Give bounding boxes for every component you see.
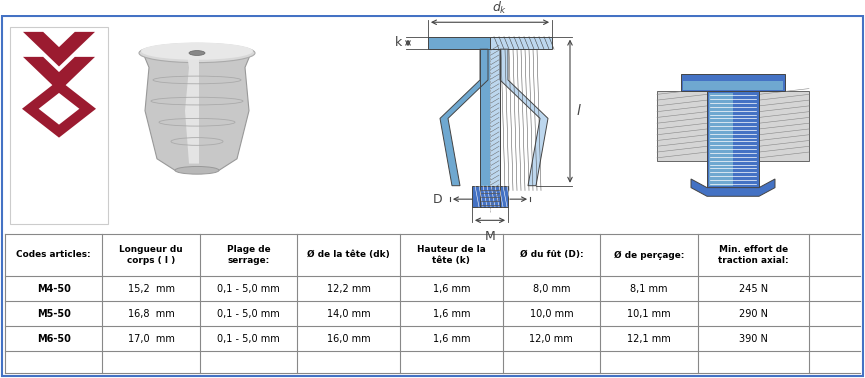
- Text: Plage de
serrage:: Plage de serrage:: [227, 245, 271, 265]
- Text: l: l: [577, 104, 581, 118]
- Text: 390 N: 390 N: [739, 333, 767, 344]
- Bar: [681, 74, 785, 91]
- Text: 10,1 mm: 10,1 mm: [627, 308, 670, 319]
- Text: k: k: [394, 36, 402, 50]
- Text: M6-50: M6-50: [37, 333, 71, 344]
- Polygon shape: [23, 32, 95, 67]
- Text: 16,8  mm: 16,8 mm: [128, 308, 175, 319]
- Ellipse shape: [139, 43, 255, 63]
- Polygon shape: [428, 37, 490, 49]
- Text: Ø du fût (D):: Ø du fût (D):: [520, 251, 583, 259]
- Text: $d_k$: $d_k$: [492, 0, 508, 17]
- Text: Ø de la tête (dk): Ø de la tête (dk): [307, 251, 390, 259]
- Bar: [490, 49, 500, 207]
- Polygon shape: [39, 93, 80, 125]
- Text: Codes articles:: Codes articles:: [16, 251, 91, 259]
- Text: 8,0 mm: 8,0 mm: [533, 284, 570, 294]
- Ellipse shape: [141, 42, 253, 60]
- Ellipse shape: [189, 51, 205, 56]
- Bar: [683, 81, 783, 90]
- Text: M4-50: M4-50: [37, 284, 71, 294]
- Text: 12,1 mm: 12,1 mm: [627, 333, 670, 344]
- Text: 0,1 - 5,0 mm: 0,1 - 5,0 mm: [217, 333, 280, 344]
- Text: 15,2  mm: 15,2 mm: [128, 284, 175, 294]
- Text: 12,2 mm: 12,2 mm: [327, 284, 370, 294]
- Text: 17,0  mm: 17,0 mm: [128, 333, 175, 344]
- Polygon shape: [22, 80, 96, 138]
- Polygon shape: [472, 186, 508, 207]
- Ellipse shape: [175, 166, 219, 174]
- Text: Longueur du
corps ( l ): Longueur du corps ( l ): [119, 245, 183, 265]
- Text: 290 N: 290 N: [739, 308, 767, 319]
- Text: 1,6 mm: 1,6 mm: [432, 333, 470, 344]
- Bar: [707, 91, 759, 187]
- Bar: [657, 91, 707, 161]
- Text: 1,6 mm: 1,6 mm: [432, 308, 470, 319]
- Text: D: D: [433, 193, 443, 206]
- Text: 8,1 mm: 8,1 mm: [630, 284, 668, 294]
- Polygon shape: [23, 57, 95, 91]
- Text: Min. effort de
traction axial:: Min. effort de traction axial:: [718, 245, 788, 265]
- Bar: [759, 91, 809, 161]
- Polygon shape: [490, 37, 552, 49]
- Text: 0,1 - 5,0 mm: 0,1 - 5,0 mm: [217, 308, 280, 319]
- Polygon shape: [185, 55, 199, 164]
- Text: M5-50: M5-50: [37, 308, 71, 319]
- Bar: [5, 234, 860, 373]
- Polygon shape: [500, 49, 548, 186]
- Text: 14,0 mm: 14,0 mm: [327, 308, 370, 319]
- Bar: [480, 49, 500, 207]
- Bar: [480, 49, 490, 207]
- Polygon shape: [440, 49, 488, 186]
- Text: 16,0 mm: 16,0 mm: [327, 333, 370, 344]
- Text: 10,0 mm: 10,0 mm: [529, 308, 573, 319]
- Text: Hauteur de la
tête (k): Hauteur de la tête (k): [417, 245, 485, 265]
- Text: Ø de perçage:: Ø de perçage:: [613, 250, 684, 260]
- Text: 1,6 mm: 1,6 mm: [432, 284, 470, 294]
- Text: 245 N: 245 N: [739, 284, 768, 294]
- Bar: [709, 93, 733, 186]
- Bar: [10, 27, 108, 224]
- Text: 0,1 - 5,0 mm: 0,1 - 5,0 mm: [217, 284, 280, 294]
- Text: M: M: [484, 230, 496, 243]
- Polygon shape: [143, 53, 251, 170]
- Polygon shape: [691, 179, 775, 196]
- Text: 12,0 mm: 12,0 mm: [529, 333, 573, 344]
